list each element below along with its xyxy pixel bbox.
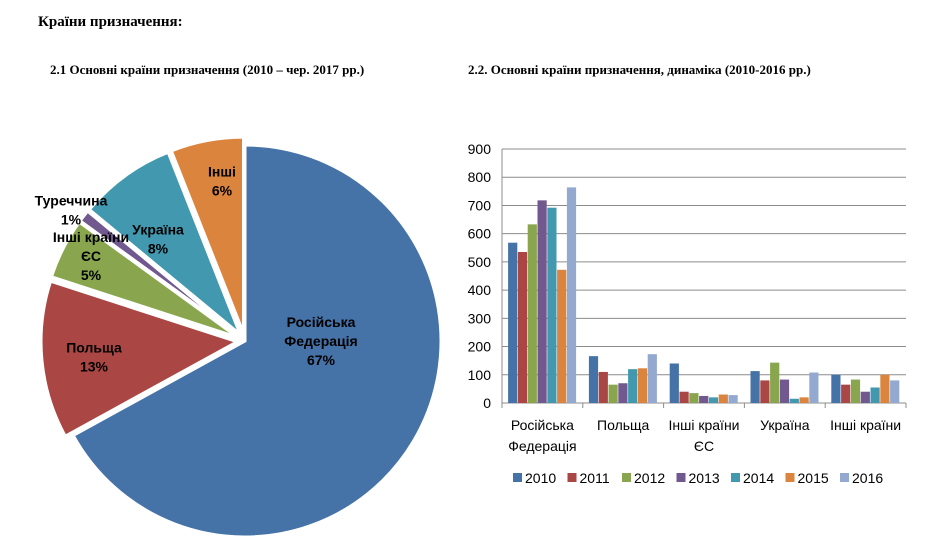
bar <box>750 371 760 403</box>
x-tick-label: Інші країни <box>830 417 901 433</box>
y-tick-label: 600 <box>468 226 492 242</box>
bar <box>718 394 728 403</box>
legend-label: 2015 <box>798 470 829 486</box>
bar <box>870 387 880 403</box>
bar <box>517 252 528 403</box>
bar <box>557 269 567 403</box>
bar <box>779 379 790 403</box>
pie-slice <box>49 220 239 339</box>
pie-slice-label: Російська Федерація 67% <box>284 314 357 368</box>
bar <box>588 356 599 403</box>
bar <box>789 398 799 403</box>
legend-label: 2012 <box>634 470 665 486</box>
bar <box>527 224 537 403</box>
legend-label: 2014 <box>743 470 774 486</box>
bar <box>770 362 780 403</box>
bar <box>728 395 738 403</box>
x-tick-label: Україна <box>760 417 810 433</box>
bar <box>637 368 648 403</box>
bar <box>537 200 547 403</box>
y-tick-label: 700 <box>468 197 492 213</box>
pie-slice <box>87 150 242 336</box>
legend-label: 2016 <box>852 470 883 486</box>
pie-slice <box>71 143 443 539</box>
pie-slice <box>39 279 241 439</box>
legend-label: 2011 <box>580 470 610 486</box>
y-tick-label: 800 <box>468 169 492 185</box>
bar <box>890 380 900 403</box>
x-tick-label: Інші країни ЄС <box>669 417 740 454</box>
bar <box>618 383 628 403</box>
legend-swatch <box>785 473 795 482</box>
bar <box>809 372 819 403</box>
bar <box>647 354 657 403</box>
pie-slice-label: Інші 6% <box>208 164 236 199</box>
bar <box>850 379 861 403</box>
legend-swatch <box>731 473 740 482</box>
pie-chart-title: 2.1 Основні країни призначення (2010 – ч… <box>50 62 365 77</box>
bar <box>689 393 699 403</box>
legend-swatch <box>513 473 522 482</box>
bar <box>699 395 709 403</box>
bar <box>608 384 618 403</box>
y-tick-label: 300 <box>468 310 492 326</box>
y-tick-label: 200 <box>468 339 492 355</box>
pie-slice-label: Інші країни ЄС 5% <box>53 229 129 283</box>
legend-swatch <box>676 473 686 482</box>
bar <box>708 397 719 403</box>
pie-slice <box>169 135 246 334</box>
bar <box>880 374 890 403</box>
page-heading: Країни призначення: <box>38 14 183 30</box>
bar <box>669 363 679 403</box>
legend-swatch <box>840 473 849 482</box>
pie-slice-label: Україна 8% <box>132 222 184 257</box>
y-tick-label: 900 <box>468 141 492 157</box>
pie-slice-label: Туреччина 1% <box>35 193 108 228</box>
y-tick-label: 400 <box>468 282 492 298</box>
bar <box>508 242 518 403</box>
y-tick-label: 500 <box>468 254 492 270</box>
bar <box>628 369 638 403</box>
bar-chart-title: 2.2. Основні країни призначення, динамік… <box>468 62 811 77</box>
x-tick-label: Російська Федерація <box>508 417 576 454</box>
legend-label: 2013 <box>689 470 720 486</box>
y-tick-label: 0 <box>483 395 491 411</box>
bar <box>598 371 608 403</box>
y-tick-label: 100 <box>468 367 492 383</box>
bar <box>841 384 851 403</box>
x-tick-label: Польща <box>597 417 650 433</box>
bar <box>760 380 770 403</box>
legend-swatch <box>567 473 577 482</box>
pie-slice <box>78 209 240 338</box>
legend-swatch <box>622 473 631 482</box>
bar <box>831 374 841 403</box>
bar <box>566 187 577 403</box>
pie-slice-label: Польща 13% <box>66 340 122 375</box>
bar <box>860 391 870 403</box>
bar <box>679 391 689 403</box>
legend-label: 2010 <box>525 470 556 486</box>
bar <box>799 397 809 403</box>
bar <box>547 207 557 403</box>
